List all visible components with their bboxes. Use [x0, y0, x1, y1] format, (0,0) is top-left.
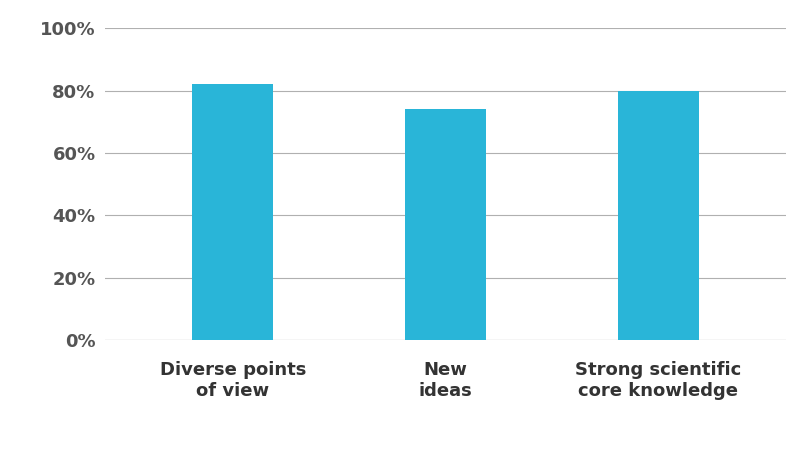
Bar	[193, 84, 273, 340]
Bar	[618, 91, 698, 340]
Bar	[405, 110, 486, 340]
